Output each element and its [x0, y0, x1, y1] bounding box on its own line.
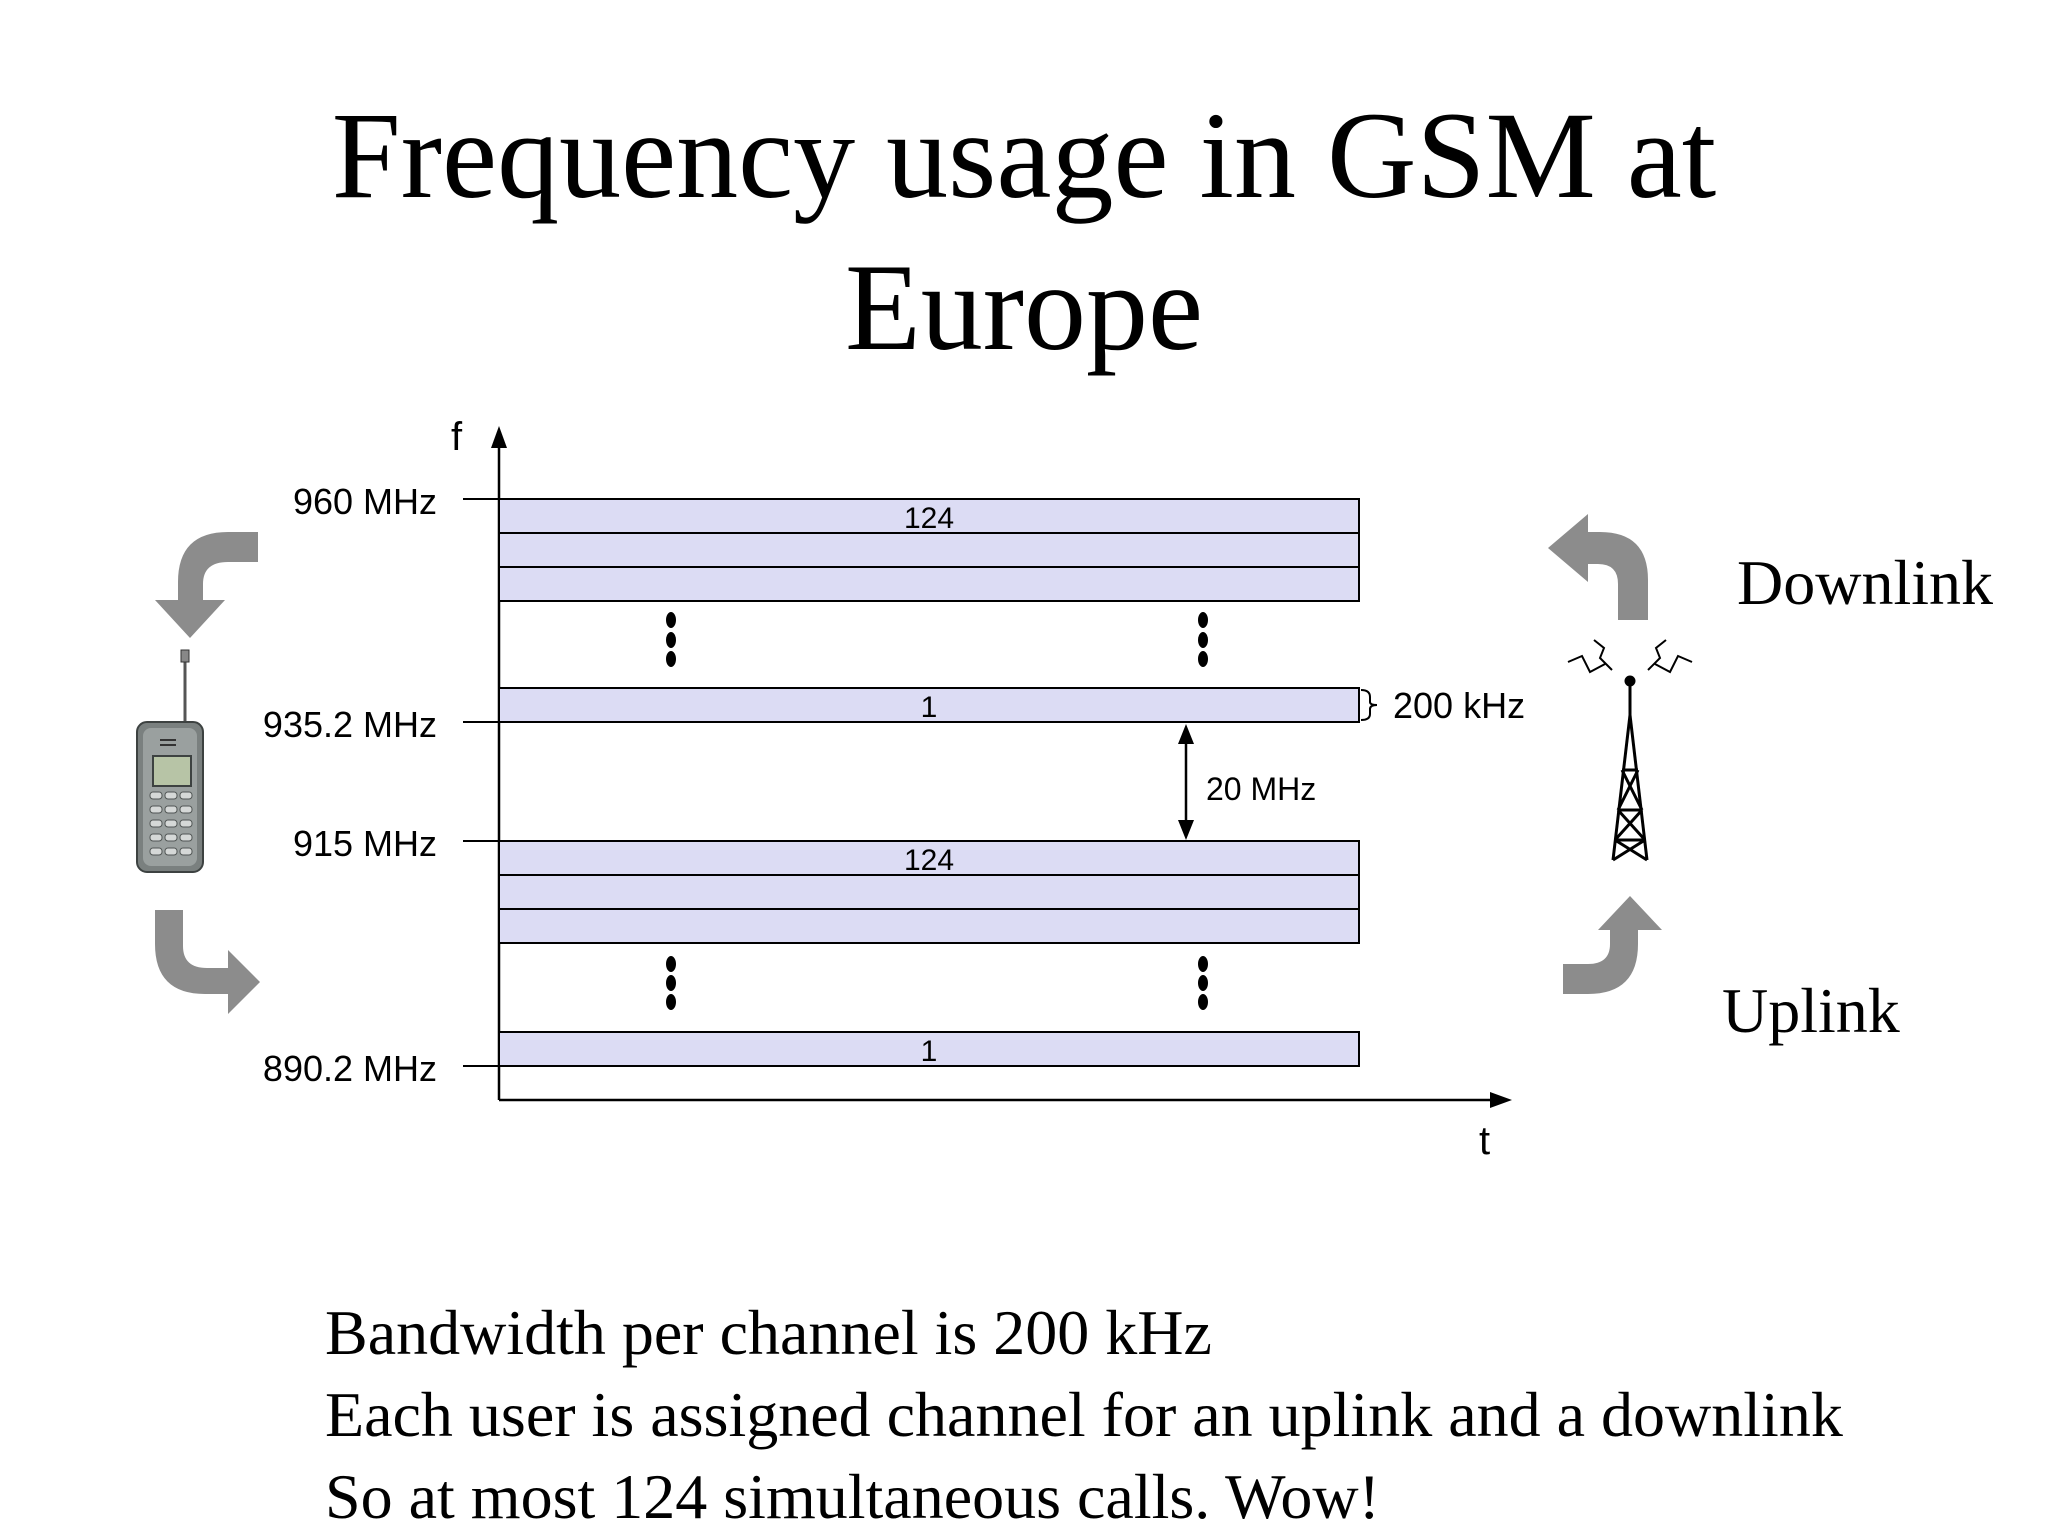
channel-width-label: 200 kHz — [1393, 685, 1525, 726]
downlink-channel-123 — [498, 532, 1360, 568]
slide-title: Frequency usage in GSM at Europe — [0, 80, 2048, 384]
downlink-channel-124 — [498, 498, 1360, 534]
ellipsis-dots-uplink-left — [666, 956, 676, 1010]
ellipsis-dots-uplink-right — [1198, 956, 1208, 1010]
uplink-channel-124 — [498, 840, 1360, 876]
ellipsis-dots-downlink-left — [666, 612, 676, 667]
x-axis-arrowhead — [1490, 1092, 1512, 1108]
y-axis-label: f — [451, 415, 463, 459]
freq-label-935: 935.2 MHz — [263, 704, 437, 745]
uplink-band-group — [498, 840, 1360, 1067]
note-line-2: Each user is assigned channel for an upl… — [325, 1379, 1843, 1450]
downlink-label: Downlink — [1737, 547, 1993, 618]
note-line-1: Bandwidth per channel is 200 kHz — [325, 1297, 1212, 1368]
curved-arrow-icon — [1563, 896, 1662, 994]
duplex-gap-label: 20 MHz — [1206, 771, 1316, 807]
uplink-channel-122 — [498, 908, 1360, 944]
uplink-channel-label-1: 1 — [921, 1035, 938, 1068]
downlink-channel-label-124: 124 — [904, 502, 954, 535]
downlink-channel-122 — [498, 566, 1360, 602]
mobile-phone-icon — [136, 649, 204, 873]
freq-label-915: 915 MHz — [293, 823, 437, 864]
slide-title-line1: Frequency usage in GSM at — [331, 87, 1717, 224]
note-line-3: So at most 124 simultaneous calls. Wow! — [325, 1461, 1380, 1532]
uplink-channel-123 — [498, 874, 1360, 910]
curved-arrow-icon — [155, 910, 260, 1014]
freq-label-960: 960 MHz — [293, 481, 437, 522]
uplink-channel-label-124: 124 — [904, 844, 954, 877]
downlink-channel-label-1: 1 — [921, 691, 938, 724]
slide-title-line2: Europe — [844, 239, 1204, 376]
uplink-label: Uplink — [1722, 975, 1900, 1046]
x-axis-label: t — [1479, 1119, 1490, 1163]
ellipsis-dots-downlink-right — [1198, 612, 1208, 667]
downlink-channel-1 — [498, 687, 1360, 723]
slide-notes: Bandwidth per channel is 200 kHz Each us… — [325, 1292, 1843, 1538]
curved-arrow-icon — [1548, 514, 1648, 620]
channel-width-brace — [1360, 689, 1378, 721]
antenna-tower-icon — [1567, 639, 1693, 862]
uplink-channel-1 — [498, 1031, 1360, 1067]
y-axis-arrowhead — [491, 426, 507, 448]
curved-arrow-icon — [155, 532, 258, 638]
freq-label-890: 890.2 MHz — [263, 1048, 437, 1089]
duplex-gap-arrowhead-up — [1178, 724, 1194, 744]
downlink-band-group — [498, 498, 1360, 723]
duplex-gap-arrowhead-down — [1178, 820, 1194, 840]
